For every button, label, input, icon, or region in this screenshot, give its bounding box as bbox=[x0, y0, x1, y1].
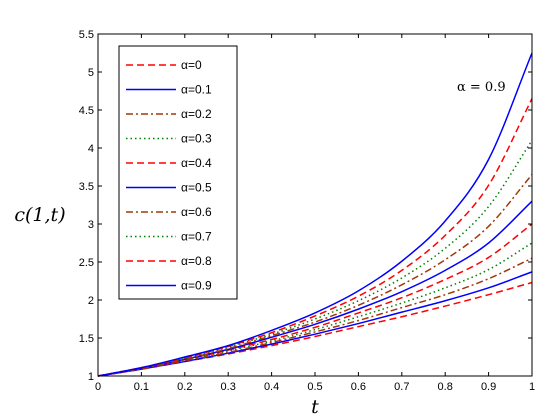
y-tick-label: 1.5 bbox=[79, 333, 94, 345]
legend-label-8: α=0.8 bbox=[181, 254, 212, 268]
x-tick-label: 0.2 bbox=[177, 381, 192, 393]
legend-label-2: α=0.2 bbox=[181, 107, 212, 121]
y-axis-label: c(1,t) bbox=[14, 204, 65, 226]
y-tick-label: 1 bbox=[88, 371, 94, 383]
series-line-0 bbox=[97, 281, 533, 377]
x-axis: 0 0.1 0.2 0.3 0.4 0.5 0.6 0.7 0.8 0.9 1 bbox=[95, 34, 535, 393]
series-line-3 bbox=[97, 242, 533, 377]
legend-label-7: α=0.7 bbox=[181, 230, 212, 244]
x-tick-label: 1 bbox=[529, 381, 535, 393]
series-layer bbox=[97, 52, 533, 377]
y-tick-label: 2 bbox=[88, 295, 94, 307]
legend-label-4: α=0.4 bbox=[181, 156, 212, 170]
series-line-2 bbox=[97, 257, 533, 377]
legend-label-3: α=0.3 bbox=[181, 132, 212, 146]
x-tick-label: 0.6 bbox=[351, 381, 366, 393]
alpha-annotation: α = 0.9 bbox=[457, 80, 506, 95]
series-line-9 bbox=[97, 52, 533, 377]
y-tick-label: 3.5 bbox=[79, 181, 94, 193]
x-tick-label: 0.4 bbox=[264, 381, 279, 393]
y-tick-label: 5.5 bbox=[79, 29, 94, 41]
legend: α=0 α=0.1 α=0.2 α=0.3 α=0.4 α=0.5 α=0.6 α=0.7 α=… bbox=[118, 45, 238, 300]
x-tick-label: 0.1 bbox=[134, 381, 149, 393]
x-tick-label: 0 bbox=[95, 381, 101, 393]
legend-label-1: α=0.1 bbox=[181, 83, 212, 97]
legend-label-6: α=0.6 bbox=[181, 205, 212, 219]
y-axis: 1 1.5 2 2.5 3 3.5 4 4.5 5 5.5 bbox=[79, 29, 532, 383]
y-tick-label: 5 bbox=[88, 67, 94, 79]
x-tick-label: 0.5 bbox=[307, 381, 322, 393]
y-tick-label: 3 bbox=[88, 219, 94, 231]
series-line-4 bbox=[97, 223, 533, 377]
series-line-6 bbox=[97, 174, 533, 377]
x-tick-label: 0.7 bbox=[394, 381, 409, 393]
y-tick-label: 4 bbox=[88, 143, 94, 155]
x-tick-label: 0.8 bbox=[438, 381, 453, 393]
x-axis-label: t bbox=[311, 396, 319, 418]
legend-label-9: α=0.9 bbox=[181, 279, 212, 293]
y-tick-label: 4.5 bbox=[79, 105, 94, 117]
legend-label-0: α=0 bbox=[181, 58, 202, 72]
legend-label-5: α=0.5 bbox=[181, 181, 212, 195]
legend-box bbox=[118, 45, 238, 300]
x-tick-label: 0.9 bbox=[481, 381, 496, 393]
series-line-7 bbox=[97, 139, 533, 377]
y-tick-label: 2.5 bbox=[79, 257, 94, 269]
x-tick-label: 0.3 bbox=[221, 381, 236, 393]
